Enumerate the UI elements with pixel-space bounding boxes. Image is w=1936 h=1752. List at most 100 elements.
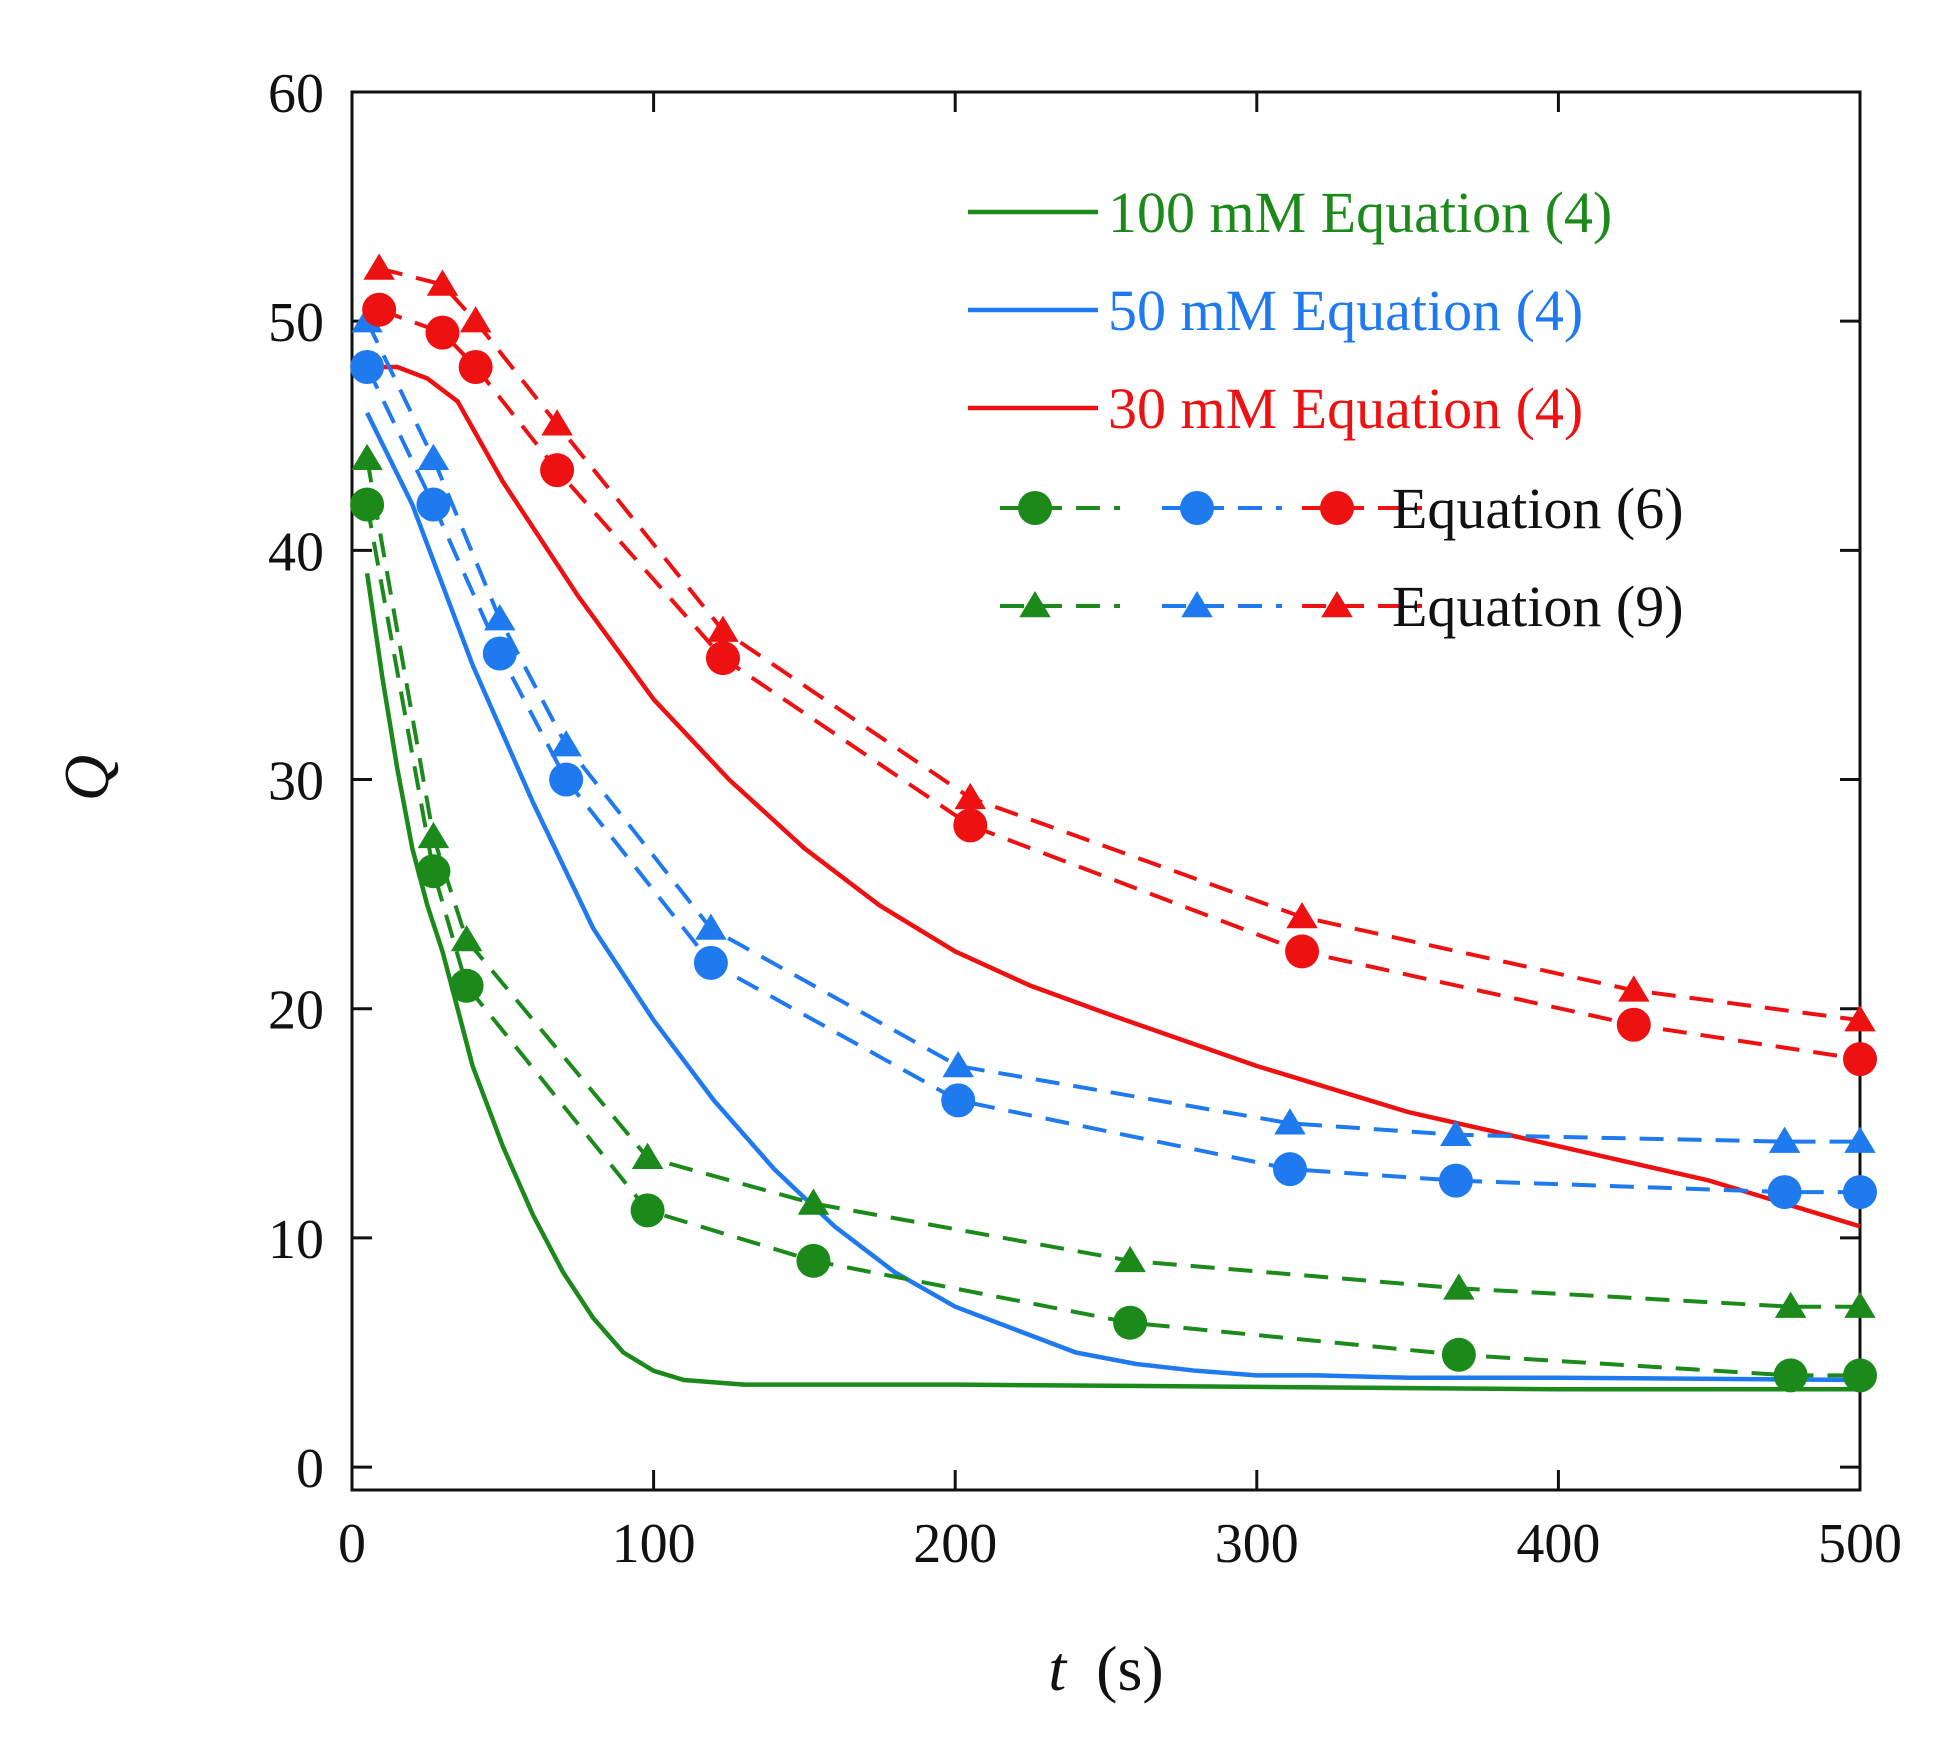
data-point-circle: [350, 350, 385, 385]
legend-label: Equation (6): [1392, 476, 1684, 541]
data-point-circle: [1616, 1007, 1651, 1042]
data-point-circle: [362, 292, 397, 327]
y-tick-label: 60: [268, 63, 324, 125]
data-point-circle: [416, 854, 451, 889]
data-point-triangle: [1618, 975, 1650, 1002]
x-tick-label: 0: [338, 1513, 366, 1575]
data-point-triangle: [631, 1142, 664, 1169]
y-tick-label: 40: [268, 521, 324, 583]
data-point-triangle: [450, 924, 483, 952]
data-point-triangle: [417, 443, 450, 470]
data-point-triangle: [1440, 1119, 1472, 1147]
data-point-triangle: [1114, 1245, 1146, 1273]
data-point-triangle: [1768, 1126, 1801, 1153]
legend-label: Equation (9): [1392, 574, 1684, 639]
data-point-triangle: [1443, 1273, 1475, 1300]
y-axis-label: Q: [51, 755, 122, 801]
data-point-triangle: [1286, 902, 1318, 929]
x-axis-label: t (s): [1048, 1633, 1163, 1704]
legend-marker-triangle: [1019, 591, 1051, 618]
x-tick-label: 300: [1215, 1513, 1299, 1575]
data-point-circle: [540, 453, 575, 488]
data-point-circle: [941, 1083, 976, 1118]
series-100mM-triangle: [351, 443, 1876, 1318]
data-point-circle: [705, 641, 740, 676]
data-point-circle: [1113, 1305, 1148, 1340]
x-axis-variable: t: [1048, 1633, 1068, 1704]
data-point-triangle: [417, 821, 450, 849]
legend-label: 30 mM Equation (4): [1108, 376, 1583, 441]
data-point-circle: [482, 636, 517, 671]
data-point-triangle: [363, 253, 395, 280]
data-point-circle: [693, 945, 728, 980]
series-dashed-line: [365, 366, 1860, 1195]
series-dashed-line: [365, 320, 1860, 1144]
y-tick-label: 0: [296, 1438, 324, 1500]
y-tick-label: 20: [268, 980, 324, 1042]
y-tick-label: 10: [268, 1209, 324, 1271]
x-axis-unit: (s): [1096, 1633, 1164, 1704]
data-point-triangle: [541, 409, 573, 436]
data-point-circle: [425, 315, 460, 350]
series-line: [364, 572, 1860, 1392]
data-point-triangle: [1844, 1126, 1876, 1153]
data-point-triangle: [459, 306, 492, 333]
series-layer: [350, 253, 1877, 1393]
y-tick-label: 30: [268, 751, 324, 813]
legend-marker-circle: [1180, 491, 1214, 525]
x-tick-label: 200: [913, 1513, 997, 1575]
series-100mM-circle: [350, 487, 1877, 1393]
data-point-triangle: [426, 269, 459, 296]
series-dashed-line: [365, 458, 1860, 1309]
data-point-triangle: [797, 1188, 830, 1215]
data-point-circle: [953, 808, 988, 843]
legend-marker-triangle: [1181, 591, 1213, 618]
legend-marker-circle: [1018, 491, 1052, 525]
series-line: [367, 364, 1861, 1229]
legend-label: 100 mM Equation (4): [1108, 180, 1612, 245]
data-point-triangle: [1774, 1291, 1807, 1318]
series-30mM-solid: [367, 364, 1861, 1229]
axis-ticks: 0 100 200 300 400 500 0 10 20 30 40 50 60: [268, 63, 1902, 1575]
data-point-circle: [458, 350, 493, 385]
y-tick-label: 50: [268, 292, 324, 354]
data-point-circle: [449, 968, 484, 1003]
data-point-circle: [1285, 934, 1320, 969]
series-100mM-solid: [364, 572, 1860, 1392]
data-point-triangle: [942, 1051, 974, 1078]
data-point-circle: [1767, 1175, 1802, 1210]
data-point-circle: [1843, 1175, 1877, 1210]
data-point-circle: [1843, 1042, 1877, 1077]
data-point-triangle: [1274, 1108, 1306, 1135]
legend-marker-circle: [1320, 491, 1354, 525]
series-30mM-triangle: [363, 253, 1876, 1032]
x-tick-label: 500: [1818, 1513, 1902, 1575]
data-point-triangle: [954, 782, 987, 810]
legend-label: 50 mM Equation (4): [1108, 278, 1583, 343]
data-point-circle: [1438, 1163, 1473, 1198]
data-point-triangle: [707, 615, 739, 642]
series-30mM-circle: [362, 292, 1877, 1077]
data-point-triangle: [550, 730, 582, 757]
plot-frame: [350, 90, 1862, 1492]
data-point-circle: [1272, 1152, 1307, 1187]
data-point-circle: [416, 487, 451, 522]
data-point-triangle: [484, 604, 516, 631]
legend: 100 mM Equation (4) 50 mM Equation (4) 30 …: [968, 180, 1684, 639]
data-point-circle: [796, 1243, 831, 1278]
legend-marker-triangle: [1321, 591, 1353, 618]
data-point-triangle: [695, 913, 727, 940]
data-point-circle: [1441, 1337, 1476, 1372]
data-point-triangle: [351, 443, 383, 470]
x-tick-label: 400: [1516, 1513, 1600, 1575]
x-tick-label: 100: [612, 1513, 696, 1575]
series-line: [365, 411, 1861, 1383]
data-point-triangle: [1844, 1291, 1876, 1318]
data-point-circle: [549, 762, 584, 797]
data-point-circle: [630, 1193, 665, 1228]
series-50mM-circle: [350, 350, 1877, 1210]
data-point-circle: [1773, 1358, 1808, 1393]
data-point-triangle: [1844, 1005, 1876, 1032]
series-50mM-solid: [365, 411, 1861, 1383]
